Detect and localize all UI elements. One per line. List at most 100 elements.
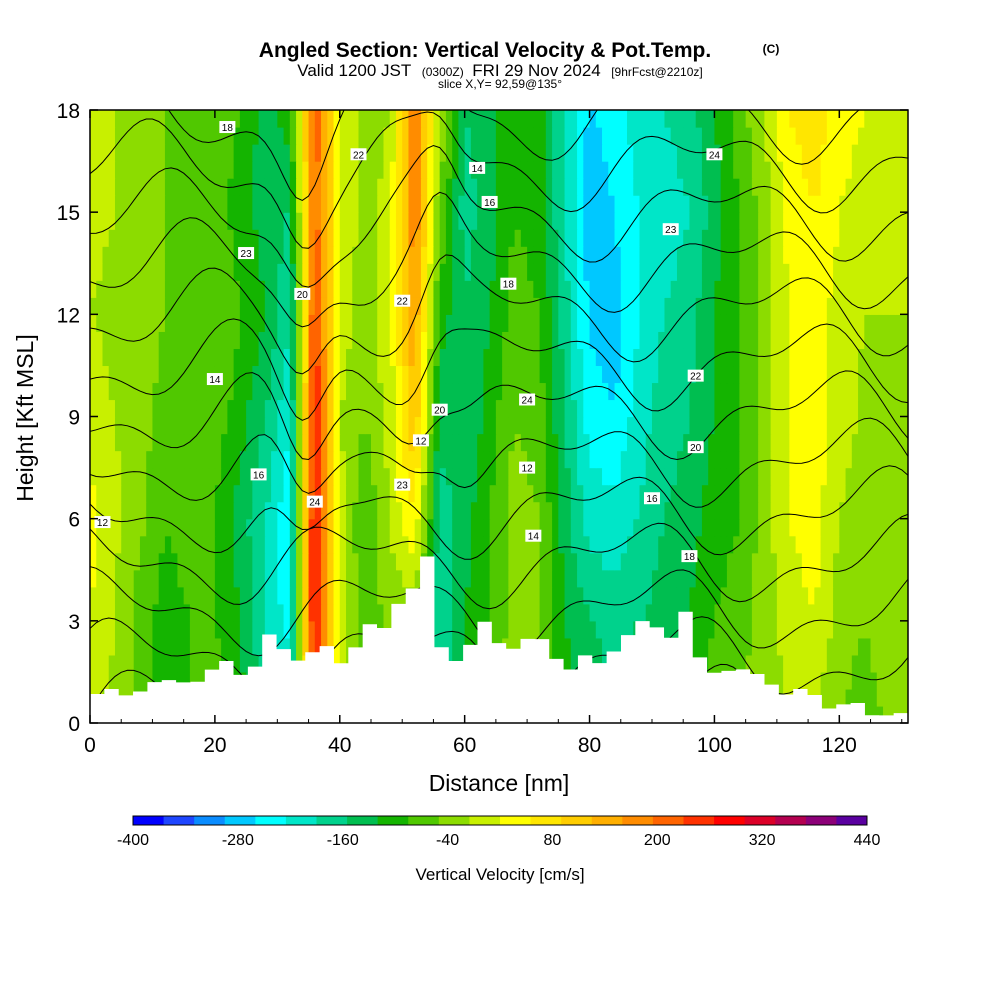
field-cell (820, 144, 828, 162)
field-cell (402, 501, 410, 520)
field-cell (358, 484, 366, 503)
field-cell (808, 467, 815, 486)
field-cell (589, 620, 597, 639)
field-cell (508, 467, 516, 486)
field-cell (545, 518, 553, 537)
field-cell (552, 637, 559, 656)
field-cell (439, 161, 447, 179)
field-cell (889, 348, 897, 367)
field-cell (858, 484, 865, 503)
field-cell (901, 229, 908, 247)
field-cell (764, 365, 772, 384)
field-cell (127, 399, 135, 418)
field-cell (133, 552, 141, 571)
colorbar-swatch (683, 816, 715, 825)
field-cell (258, 433, 266, 452)
field-cell (670, 348, 678, 367)
field-cell (408, 229, 416, 247)
field-cell (133, 229, 141, 247)
field-cell (420, 382, 428, 401)
contour-label: 14 (206, 373, 223, 386)
field-cell (726, 552, 734, 571)
field-cell (183, 586, 191, 605)
field-cell (552, 603, 559, 622)
field-cell (208, 110, 216, 128)
field-cell (327, 586, 335, 605)
field-cell (602, 603, 609, 622)
field-cell (158, 586, 166, 605)
field-cell (277, 637, 285, 656)
field-cell (158, 518, 166, 537)
field-cell (870, 620, 878, 639)
field-cell (289, 365, 297, 384)
field-cell (602, 450, 609, 469)
field-cell (658, 195, 666, 213)
field-cell (321, 348, 328, 367)
field-cell (633, 110, 641, 128)
field-cell (470, 586, 478, 605)
field-cell (520, 297, 528, 315)
field-cell (783, 569, 790, 588)
field-cell (758, 399, 765, 418)
field-cell (583, 229, 591, 247)
field-cell (520, 331, 528, 349)
field-cell (851, 688, 859, 707)
field-cell (870, 637, 878, 656)
field-cell (271, 552, 278, 571)
field-cell (745, 110, 753, 128)
field-cell (395, 314, 403, 332)
field-cell (745, 127, 753, 145)
field-cell (795, 314, 803, 332)
field-cell (452, 637, 460, 656)
field-cell (589, 212, 597, 230)
field-cell (701, 144, 709, 162)
field-cell (302, 484, 310, 503)
field-cell (720, 331, 728, 349)
field-cell (452, 365, 460, 384)
field-cell (533, 331, 541, 349)
field-cell (139, 212, 147, 230)
field-cell (358, 280, 366, 298)
field-cell (539, 246, 547, 264)
field-cell (776, 195, 784, 213)
field-cell (321, 246, 328, 264)
field-cell (514, 484, 522, 503)
field-cell (639, 603, 647, 622)
field-cell (339, 110, 347, 128)
field-cell (121, 246, 129, 264)
field-cell (470, 484, 478, 503)
field-cell (701, 399, 709, 418)
field-cell (814, 535, 822, 554)
field-cell (901, 246, 908, 264)
field-cell (558, 144, 566, 162)
field-cell (858, 246, 865, 264)
field-cell (508, 535, 516, 554)
field-cell (96, 297, 104, 315)
field-cell (246, 144, 253, 162)
field-cell (726, 263, 734, 281)
field-cell (420, 212, 428, 230)
field-cell (308, 195, 316, 213)
field-cell (395, 263, 403, 281)
field-cell (833, 161, 840, 179)
field-cell (789, 433, 797, 452)
x-axis-label: Distance [nm] (429, 770, 570, 796)
field-cell (221, 518, 228, 537)
field-cell (158, 314, 166, 332)
field-cell (283, 450, 291, 469)
field-cell (577, 586, 584, 605)
field-cell (339, 382, 347, 401)
field-cell (751, 331, 759, 349)
field-cell (221, 620, 228, 639)
field-cell (751, 518, 759, 537)
field-cell (820, 297, 828, 315)
field-cell (645, 246, 653, 264)
field-cell (670, 178, 678, 196)
field-cell (552, 195, 559, 213)
field-cell (639, 535, 647, 554)
field-cell (620, 569, 628, 588)
field-cell (870, 314, 878, 332)
field-cell (795, 246, 803, 264)
field-cell (708, 518, 716, 537)
field-cell (158, 535, 166, 554)
